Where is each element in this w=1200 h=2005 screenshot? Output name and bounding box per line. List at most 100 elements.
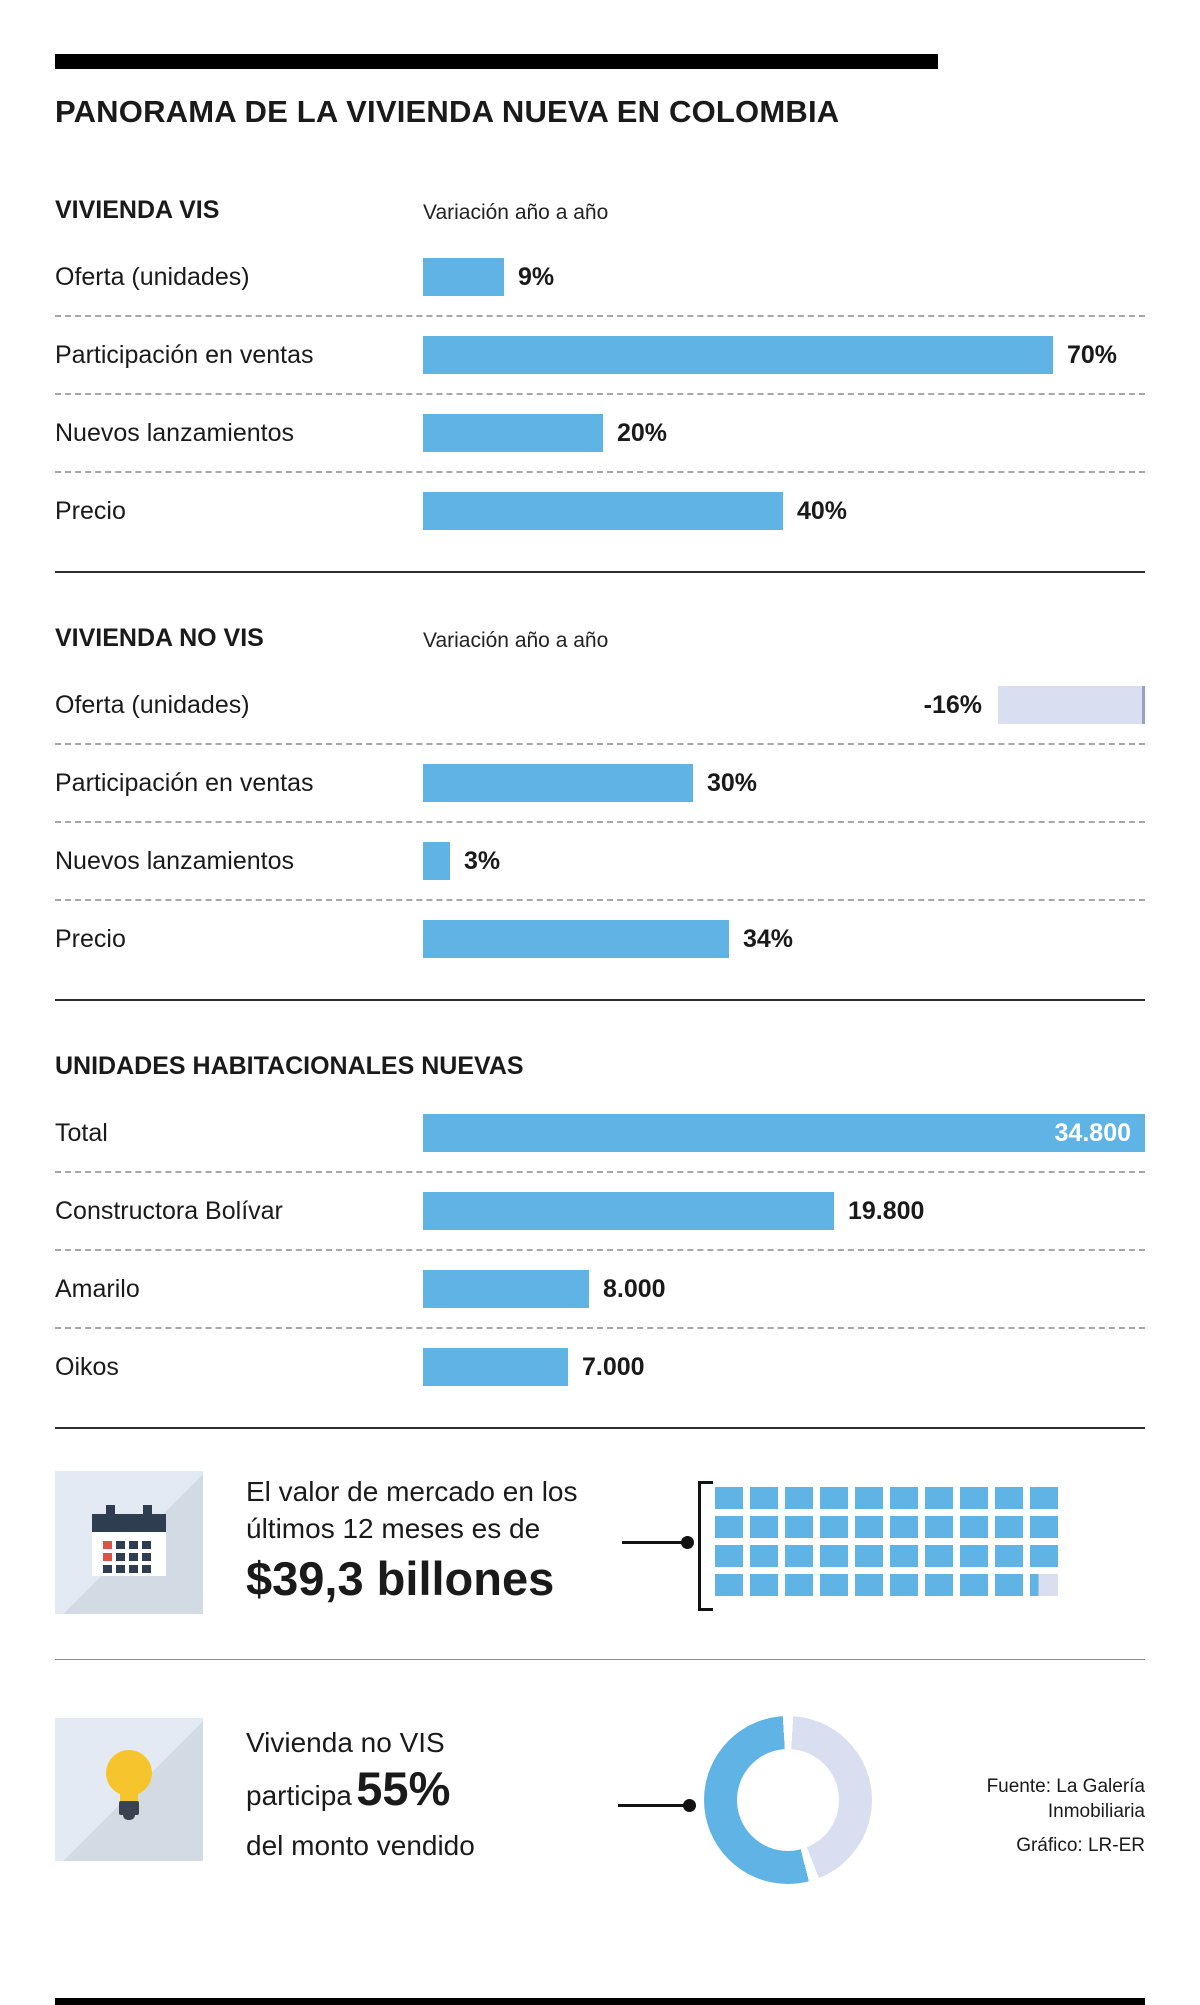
- waffle-cell: [820, 1574, 848, 1596]
- waffle-cell: [890, 1487, 918, 1509]
- share-pre: participa: [246, 1780, 352, 1811]
- bar: [423, 492, 783, 530]
- bar-value: 34.800: [1054, 1118, 1131, 1147]
- bar-value: 19.800: [848, 1196, 925, 1225]
- bar-label: Nuevos lanzamientos: [55, 846, 295, 875]
- bar-area: 3%: [423, 823, 1145, 899]
- share-line2: participa 55%: [246, 1763, 475, 1827]
- callout-divider: [55, 1659, 1145, 1660]
- section-vivienda-vis: VIVIENDA VIS Variación año a año Oferta …: [55, 193, 1145, 549]
- bar-label: Precio: [55, 924, 126, 953]
- waffle-cell: [750, 1574, 778, 1596]
- bottom-accent-bar: [55, 1998, 1145, 2005]
- market-value-line2: últimos 12 meses es de: [246, 1513, 541, 1544]
- section-heading-label: VIVIENDA VIS: [55, 196, 220, 224]
- bar-row: Precio 40%: [55, 471, 1145, 549]
- section-unidades: UNIDADES HABITACIONALES NUEVAS Total 34.…: [55, 1049, 1145, 1405]
- waffle-cell: [715, 1516, 743, 1538]
- waffle-cell: [785, 1545, 813, 1567]
- bar-value: 9%: [518, 262, 555, 291]
- bar-label: Amarilo: [55, 1274, 140, 1303]
- section-heading-label: VIVIENDA NO VIS: [55, 624, 264, 652]
- waffle-cell: [925, 1545, 953, 1567]
- calendar-dot: [116, 1565, 125, 1573]
- bar-value: 30%: [707, 768, 758, 797]
- calendar-tile: [55, 1471, 203, 1614]
- share-line1: Vivienda no VIS: [246, 1727, 445, 1758]
- market-value-text: El valor de mercado en los últimos 12 me…: [246, 1473, 578, 1605]
- bar: [423, 764, 693, 802]
- infographic-page: PANORAMA DE LA VIVIENDA NUEVA EN COLOMBI…: [0, 54, 1200, 2005]
- bar-area: 7.000: [423, 1329, 1145, 1405]
- waffle-cell: [855, 1487, 883, 1509]
- bar: [423, 414, 603, 452]
- waffle-cell: [960, 1516, 988, 1538]
- bar-area: 8.000: [423, 1251, 1145, 1327]
- waffle-cell: [715, 1574, 743, 1596]
- bar-rows: Oferta (unidades) 9% Participación en ve…: [55, 239, 1145, 549]
- connector-line: [618, 1804, 690, 1807]
- bar-label: Oferta (unidades): [55, 262, 250, 291]
- waffle-cell: [785, 1487, 813, 1509]
- section-subheading: Variación año a año: [423, 201, 609, 224]
- bar-area: 20%: [423, 395, 1145, 471]
- waffle-cell: [750, 1545, 778, 1567]
- waffle-cell: [960, 1545, 988, 1567]
- calendar-dot: [103, 1565, 112, 1573]
- bar-area: 30%: [423, 745, 1145, 821]
- section-heading: VIVIENDA VIS Variación año a año: [55, 193, 1145, 227]
- bar-value: 34%: [743, 924, 794, 953]
- section-divider: [55, 571, 1145, 573]
- bar-area: 9%: [423, 239, 1145, 315]
- waffle-cell: [820, 1545, 848, 1567]
- waffle-cell: [1030, 1516, 1058, 1538]
- calendar-ring: [143, 1505, 152, 1520]
- lightbulb-tile: [55, 1718, 203, 1861]
- section-heading: UNIDADES HABITACIONALES NUEVAS: [55, 1049, 1145, 1083]
- waffle-cell: [750, 1487, 778, 1509]
- bulb-neck: [120, 1794, 138, 1801]
- bar-label: Nuevos lanzamientos: [55, 418, 295, 447]
- connector-dot: [681, 1536, 694, 1549]
- bar-value: -16%: [923, 690, 982, 719]
- waffle-cell: [925, 1487, 953, 1509]
- calendar-dot: [103, 1553, 112, 1561]
- bar-value: 70%: [1067, 340, 1118, 369]
- bar-rows: Oferta (unidades) -16% Participación en …: [55, 667, 1145, 977]
- calendar-dot: [129, 1553, 138, 1561]
- waffle-cell: [1030, 1487, 1058, 1509]
- bulb-tip: [123, 1815, 135, 1820]
- calendar-dot: [142, 1541, 151, 1549]
- connector-dot: [683, 1799, 696, 1812]
- lightbulb-icon: [106, 1750, 152, 1826]
- bar-row: Nuevos lanzamientos 3%: [55, 821, 1145, 899]
- waffle-bracket: [698, 1481, 713, 1611]
- share-text: Vivienda no VIS participa 55% del monto …: [246, 1724, 475, 1864]
- waffle-cell: [855, 1516, 883, 1538]
- bar: [423, 842, 450, 880]
- market-value-amount: $39,3 billones: [246, 1552, 555, 1605]
- waffle-cell: [995, 1574, 1023, 1596]
- section-subheading: Variación año a año: [423, 629, 609, 652]
- source-line1: Fuente: La Galería: [986, 1776, 1145, 1797]
- bar-rows: Total 34.800 Constructora Bolívar 19.800: [55, 1095, 1145, 1405]
- bar-value: 3%: [464, 846, 501, 875]
- waffle-cell: [995, 1516, 1023, 1538]
- top-accent-bar: [55, 54, 938, 69]
- bar: [423, 336, 1053, 374]
- waffle-cell: [960, 1487, 988, 1509]
- bar: [423, 920, 729, 958]
- bar-row: Amarilo 8.000: [55, 1249, 1145, 1327]
- bar: [423, 1192, 834, 1230]
- bar-value: 8.000: [603, 1274, 666, 1303]
- calendar-dot: [116, 1553, 125, 1561]
- waffle-cell: [925, 1516, 953, 1538]
- waffle-cell: [715, 1487, 743, 1509]
- bar-row: Oferta (unidades) 9%: [55, 239, 1145, 315]
- bar-label: Constructora Bolívar: [55, 1196, 283, 1225]
- section-vivienda-no-vis: VIVIENDA NO VIS Variación año a año Ofer…: [55, 621, 1145, 977]
- bar-row: Constructora Bolívar 19.800: [55, 1171, 1145, 1249]
- waffle-cell: [785, 1516, 813, 1538]
- waffle-cell: [925, 1574, 953, 1596]
- bar-label: Precio: [55, 496, 126, 525]
